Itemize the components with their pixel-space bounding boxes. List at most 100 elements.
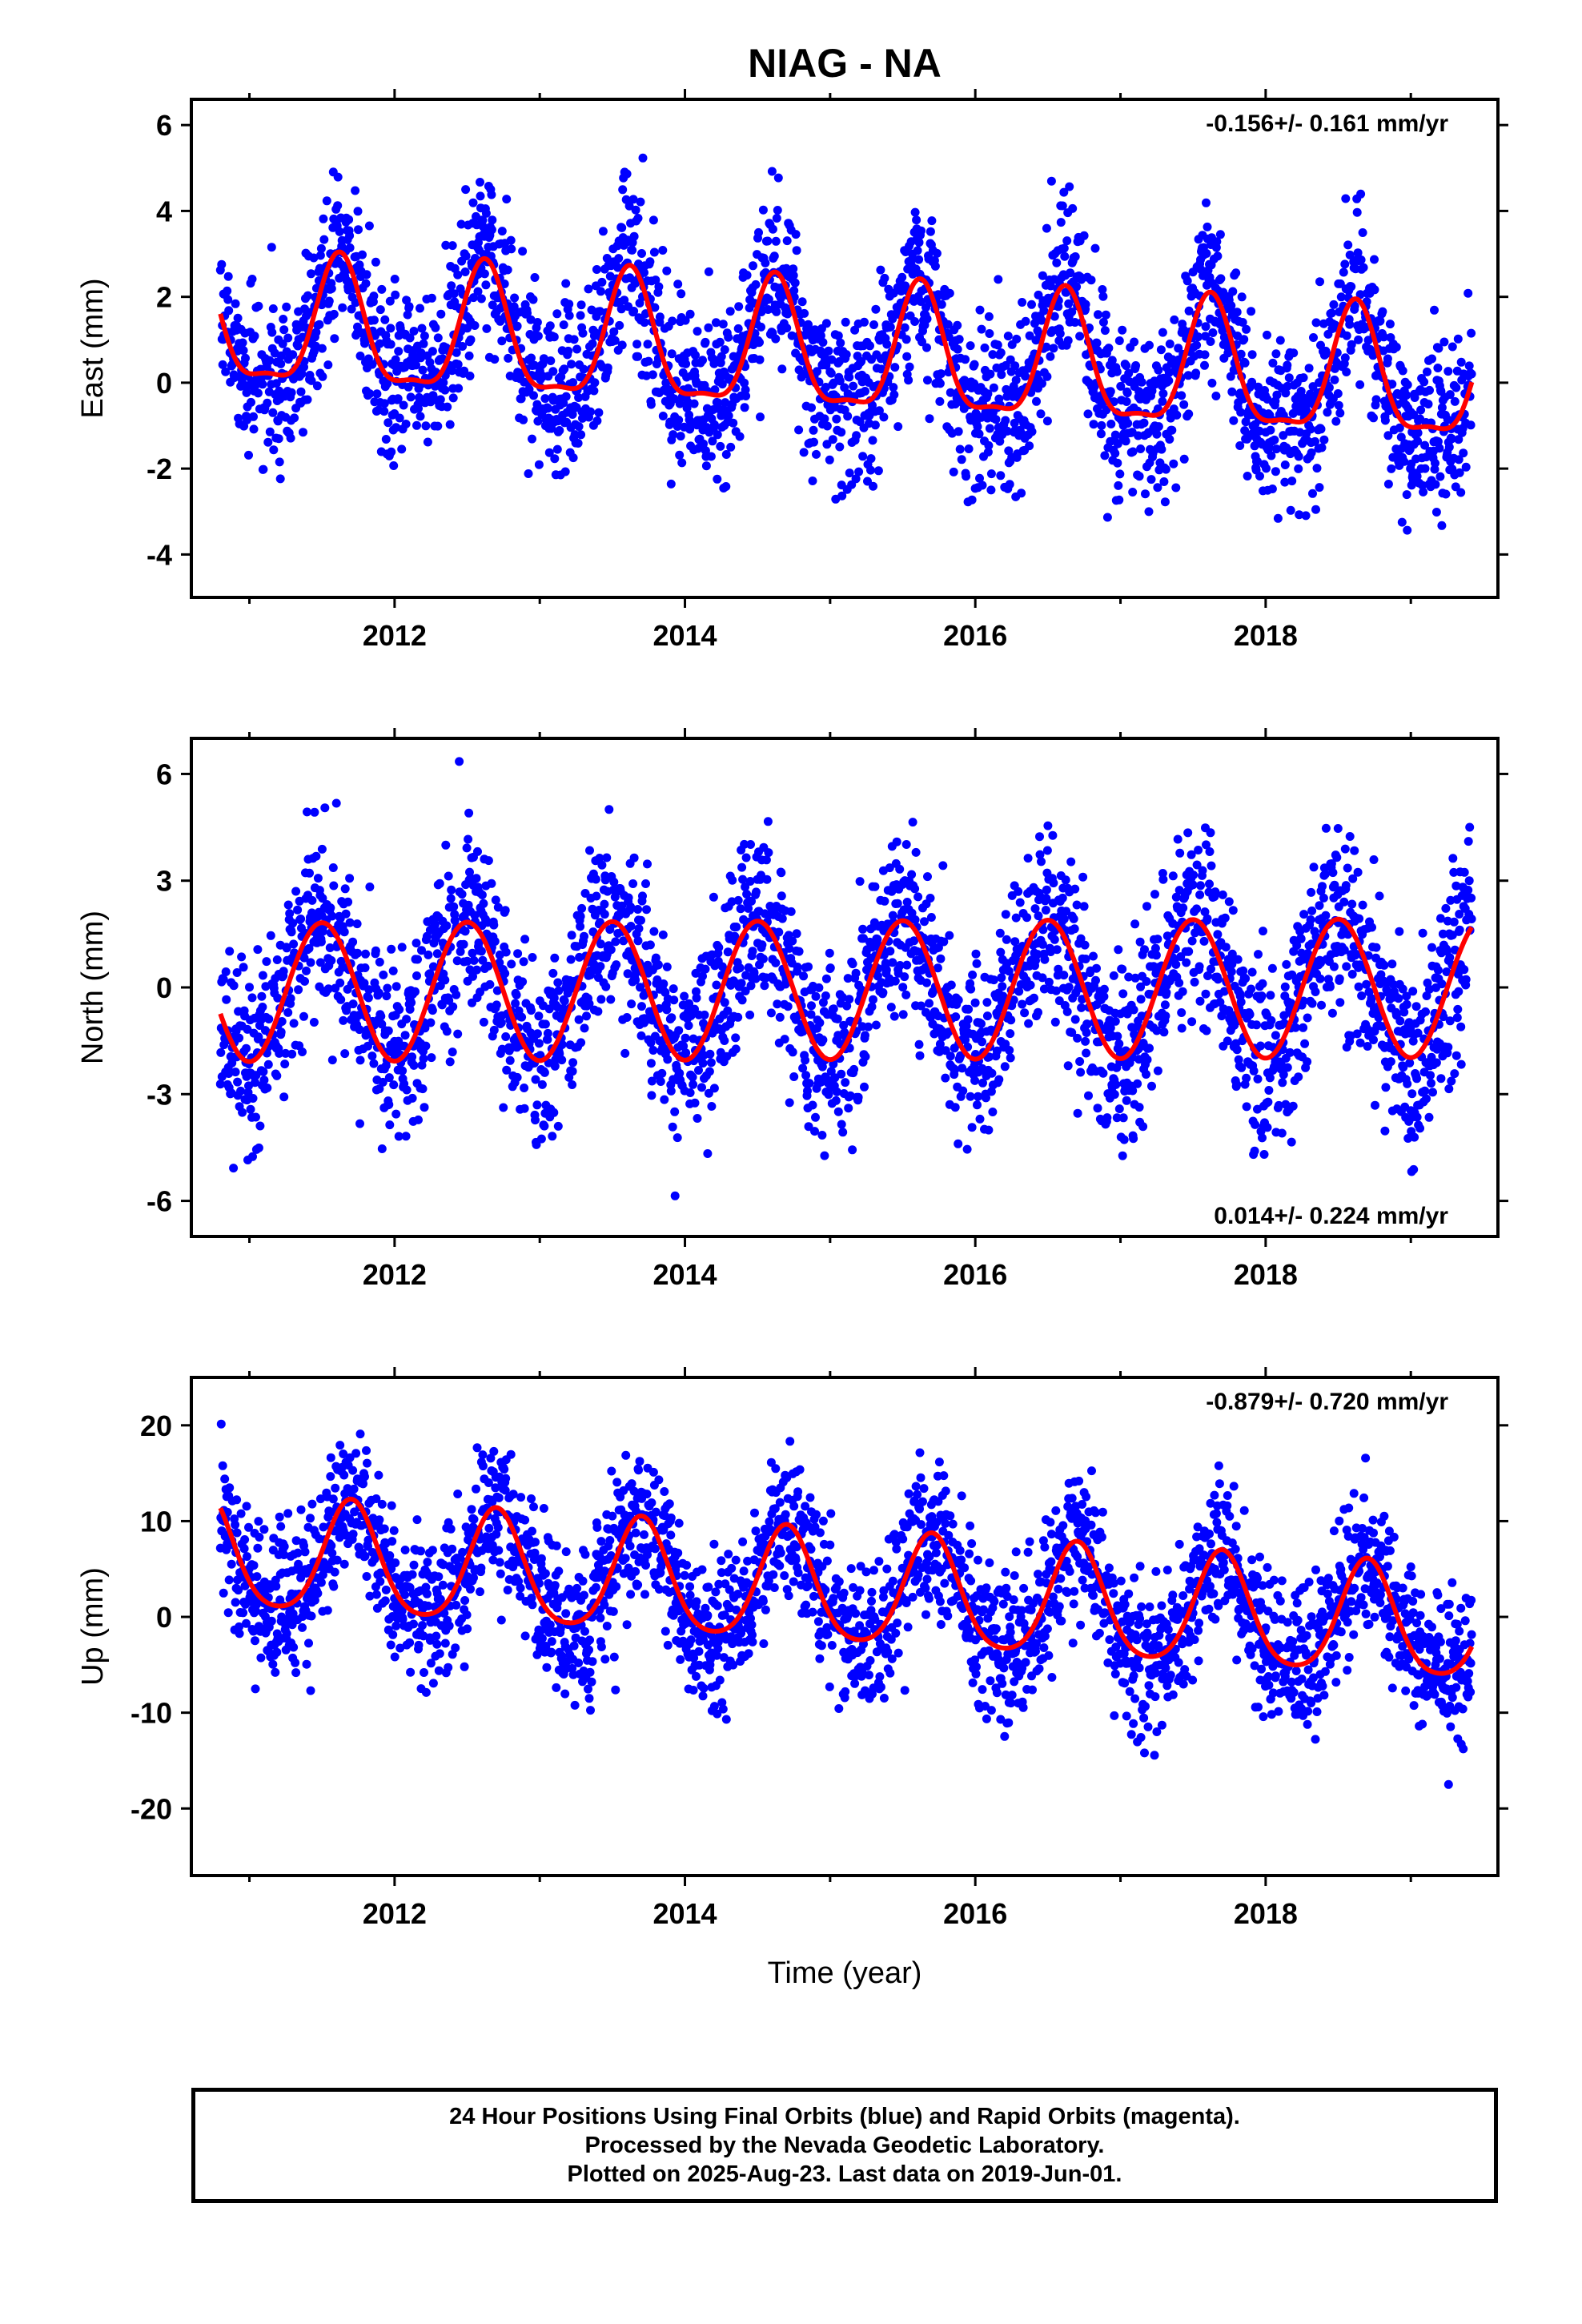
data-point (529, 391, 538, 400)
data-point (1238, 318, 1247, 327)
data-point (963, 1015, 973, 1024)
data-point (1058, 201, 1067, 211)
data-point (1118, 1113, 1128, 1123)
data-point (1134, 1103, 1144, 1112)
data-point (1294, 452, 1303, 461)
data-point (879, 412, 889, 422)
data-point (1409, 410, 1419, 420)
data-point (946, 980, 956, 990)
data-point (1342, 331, 1351, 340)
data-point (1114, 480, 1123, 490)
data-point (1041, 906, 1050, 915)
data-point (988, 1108, 998, 1116)
data-point (592, 416, 602, 425)
data-point (1232, 308, 1242, 317)
data-point (1387, 464, 1396, 473)
data-point (673, 279, 683, 289)
data-point (1052, 258, 1062, 267)
data-point (476, 294, 486, 304)
data-point (656, 1077, 665, 1086)
data-point (1142, 1055, 1152, 1064)
data-point (1042, 846, 1052, 855)
data-point (673, 1133, 682, 1143)
data-point (698, 1059, 708, 1068)
data-point (768, 224, 777, 234)
x-tick-label: 2014 (652, 619, 717, 652)
data-point (1091, 975, 1100, 985)
data-point (1387, 380, 1397, 389)
data-point (835, 376, 845, 386)
data-point (567, 360, 576, 369)
data-point (640, 267, 648, 277)
data-point (387, 944, 396, 954)
data-point (488, 215, 497, 225)
data-point (244, 450, 253, 460)
data-point (591, 875, 600, 884)
data-point (259, 1067, 268, 1076)
data-point (1153, 935, 1162, 944)
data-point (736, 904, 745, 914)
data-point (1065, 182, 1074, 191)
data-point (1419, 487, 1428, 497)
data-point (353, 948, 362, 958)
data-point (1247, 377, 1257, 387)
data-point (288, 350, 298, 360)
data-point (1307, 448, 1316, 457)
data-point (870, 420, 880, 430)
data-point (995, 436, 1005, 446)
data-point (705, 1049, 715, 1059)
data-point (315, 251, 325, 260)
data-point (1001, 416, 1010, 425)
data-point (662, 962, 672, 971)
data-point (329, 309, 339, 319)
data-point (408, 1093, 417, 1103)
data-point (1083, 409, 1093, 419)
data-point (681, 316, 690, 325)
data-point (1167, 425, 1177, 435)
data-point (755, 338, 764, 347)
data-point (633, 936, 643, 946)
data-point (814, 983, 824, 992)
data-point (677, 289, 686, 299)
data-point (377, 284, 387, 294)
data-point (331, 798, 341, 808)
data-point (338, 303, 347, 312)
data-point (788, 1047, 797, 1057)
data-point (987, 1068, 997, 1078)
data-point (807, 403, 816, 412)
data-point (663, 1055, 673, 1064)
data-point (1227, 301, 1236, 311)
data-point (590, 378, 600, 388)
data-point (307, 895, 317, 905)
data-point (1247, 307, 1256, 316)
data-point (436, 395, 445, 404)
data-point (1236, 349, 1246, 359)
data-point (799, 448, 809, 457)
data-point (1464, 361, 1474, 371)
data-point (654, 282, 664, 292)
data-point (1350, 301, 1359, 311)
data-point (668, 316, 677, 326)
data-point (520, 1104, 529, 1113)
data-point (1109, 971, 1118, 980)
data-point (263, 1084, 272, 1092)
data-point (296, 387, 306, 396)
data-point (1099, 984, 1109, 994)
data-point (811, 991, 821, 1001)
data-point (613, 263, 623, 272)
data-point (1157, 444, 1166, 454)
data-point (1080, 940, 1090, 950)
data-point (530, 273, 540, 282)
data-point (886, 1003, 896, 1012)
data-point (1287, 476, 1297, 486)
data-point (1122, 361, 1131, 371)
data-point (269, 445, 279, 455)
data-point (473, 846, 482, 856)
data-point (1466, 420, 1476, 430)
data-point (953, 320, 962, 330)
data-point (1437, 403, 1447, 412)
data-point (1158, 875, 1168, 884)
data-point (520, 935, 530, 944)
data-point (876, 265, 885, 275)
data-point (439, 378, 448, 388)
